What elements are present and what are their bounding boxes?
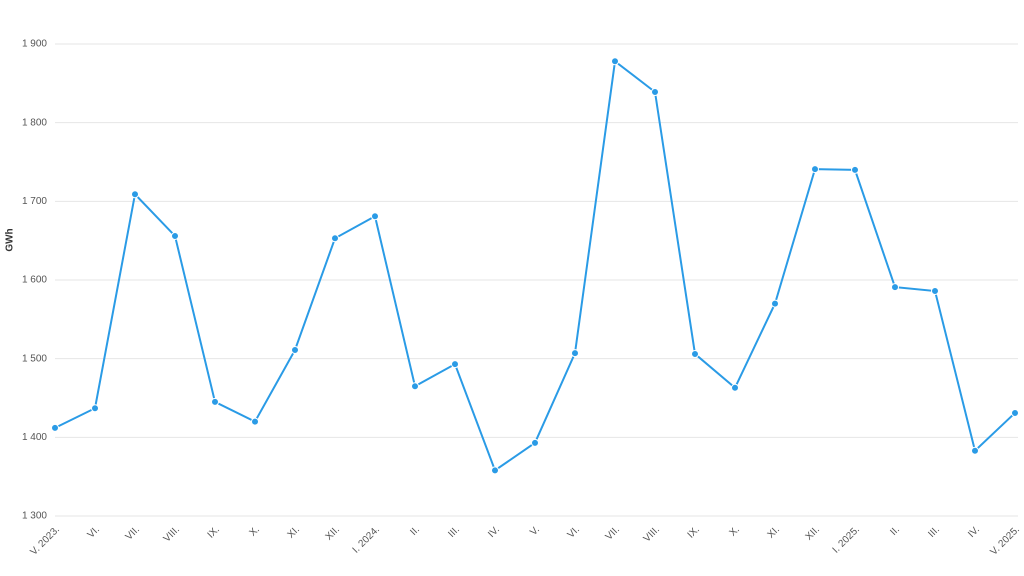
data-point (171, 231, 179, 240)
x-tick-label: VIII. (642, 524, 662, 544)
x-tick-label: V. (528, 524, 542, 538)
y-tick-label: 1 600 (22, 275, 47, 286)
data-point (251, 417, 259, 426)
x-tick-label: XI. (766, 524, 782, 540)
x-tick-label: IV. (486, 524, 502, 540)
data-point (1011, 408, 1019, 417)
x-tick-label: V. 2023. (29, 524, 62, 557)
data-point (491, 466, 499, 475)
data-point (451, 360, 459, 369)
x-tick-label: VI. (566, 524, 582, 540)
y-tick-label: 1 700 (22, 196, 47, 207)
x-tick-label: III. (446, 524, 462, 540)
x-tick-label: VI. (86, 524, 102, 540)
x-tick-label: I. 2024. (351, 524, 382, 555)
data-point (371, 212, 379, 221)
data-point (411, 382, 419, 391)
data-point (291, 346, 299, 355)
data-point (531, 438, 539, 447)
data-point (651, 87, 659, 96)
data-point (811, 165, 819, 174)
y-axis-label: GWh (5, 228, 16, 251)
x-tick-label: X. (728, 524, 742, 538)
y-tick-label: 1 400 (22, 432, 47, 443)
data-point (51, 423, 59, 432)
data-point (771, 299, 779, 308)
x-tick-label: IX. (206, 524, 222, 540)
y-tick-label: 1 500 (22, 353, 47, 364)
y-tick-label: 1 800 (22, 117, 47, 128)
data-point (931, 287, 939, 296)
x-tick-label: IX. (686, 524, 702, 540)
data-point (571, 349, 579, 358)
x-tick-label: XI. (286, 524, 302, 540)
data-point (851, 165, 859, 174)
x-tick-label: III. (926, 524, 942, 540)
x-tick-label: II. (888, 524, 902, 538)
x-tick-label: I. 2025. (831, 524, 862, 555)
data-point (971, 446, 979, 455)
data-point (691, 349, 699, 358)
y-tick-label: 1 300 (22, 511, 47, 522)
x-tick-label: IV. (966, 524, 982, 540)
x-tick-label: II. (408, 524, 422, 538)
data-point (331, 234, 339, 243)
x-tick-label: XII. (324, 524, 342, 542)
data-point (891, 283, 899, 292)
x-tick-label: X. (248, 524, 262, 538)
data-point (731, 383, 739, 392)
data-point (211, 397, 219, 406)
x-tick-label: VII. (124, 524, 142, 542)
data-point (131, 190, 139, 199)
y-tick-label: 1 900 (22, 39, 47, 50)
data-point (91, 404, 99, 413)
x-tick-label: V. 2025. (989, 524, 1022, 557)
x-tick-label: VII. (604, 524, 622, 542)
x-tick-label: XII. (804, 524, 822, 542)
data-point (611, 57, 619, 66)
x-tick-label: VIII. (162, 524, 182, 544)
